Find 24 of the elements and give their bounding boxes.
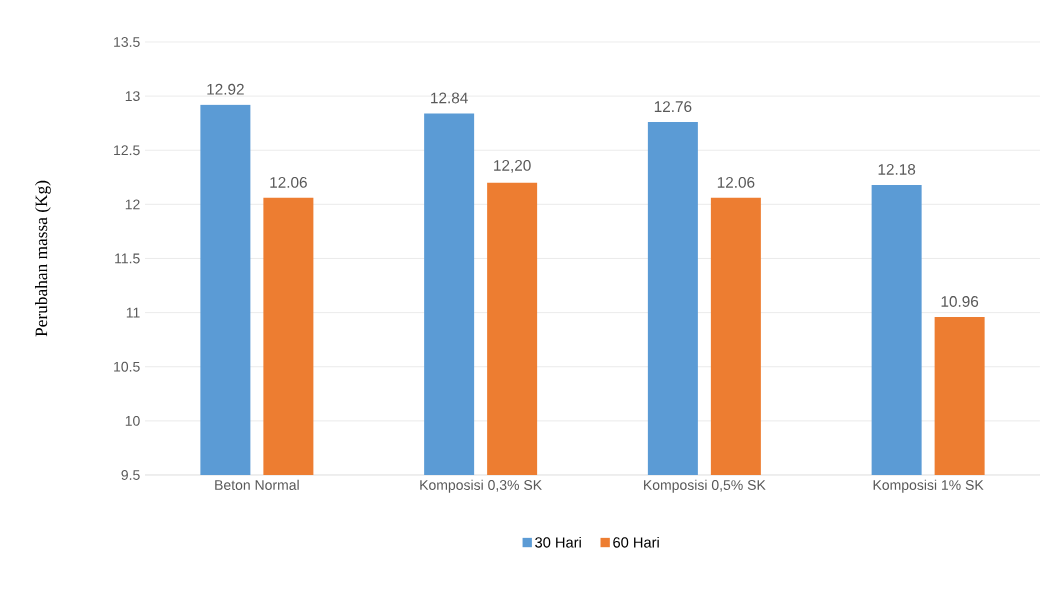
legend-label: 60 Hari	[613, 536, 659, 548]
y-tick-label: 12.5	[114, 145, 140, 156]
y-tick-label: 13	[125, 91, 140, 102]
y-tick-label: 12	[125, 199, 140, 210]
x-tick-label: Komposisi 0,3% SK	[420, 479, 542, 493]
y-tick-label: 11	[126, 307, 140, 318]
y-tick-label: 10.5	[114, 361, 140, 372]
x-tick-label: Beton Normal	[215, 479, 299, 490]
y-tick-label: 10	[125, 415, 140, 426]
data-label: 12.84	[431, 92, 468, 104]
data-label: 12.76	[654, 101, 692, 113]
x-tick-label: Komposisi 0,5% SK	[644, 479, 766, 493]
data-label: 10.96	[941, 296, 979, 307]
x-tick-label: Komposisi 1% SK	[873, 479, 984, 493]
data-label: 12,20	[494, 160, 531, 173]
y-axis-title: Perubahan massa (Kg)	[35, 180, 51, 337]
data-label: 12.06	[717, 176, 755, 188]
data-label: 12.18	[878, 163, 916, 175]
y-tick-label: 11.5	[115, 253, 140, 264]
data-label: 12.92	[207, 83, 244, 95]
y-tick-label: 13.5	[114, 37, 140, 47]
data-label: 12.06	[270, 176, 307, 188]
legend-label: 30 Hari	[535, 536, 581, 548]
y-tick-label: 9.5	[121, 470, 140, 480]
